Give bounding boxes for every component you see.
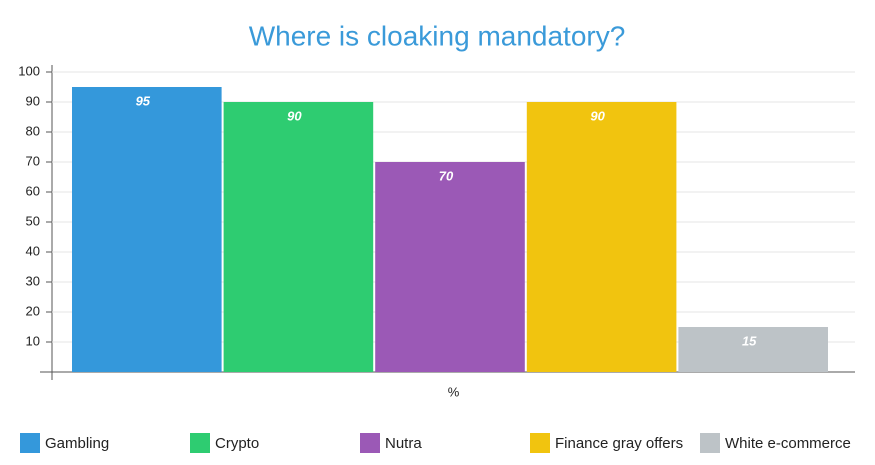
- legend-label: Gambling: [45, 435, 109, 452]
- legend-label: Nutra: [385, 435, 422, 452]
- y-tick-label: 80: [26, 123, 40, 138]
- value-label: 15: [742, 333, 757, 348]
- y-tick-label: 60: [26, 183, 40, 198]
- legend-swatch: [700, 433, 720, 453]
- y-tick-label: 70: [26, 153, 40, 168]
- value-label: 70: [439, 168, 454, 183]
- bar: [375, 162, 525, 372]
- bar: [526, 102, 677, 372]
- y-tick-label: 10: [26, 333, 40, 348]
- y-tick-label: 30: [26, 273, 40, 288]
- y-tick-label: 90: [26, 93, 40, 108]
- x-tick-label: %: [448, 384, 460, 399]
- value-label: 95: [136, 93, 151, 108]
- bar: [678, 327, 828, 372]
- legend-label: Finance gray offers: [555, 435, 683, 452]
- chart-title: Where is cloaking mandatory?: [249, 20, 626, 51]
- legend-swatch: [190, 433, 210, 453]
- y-tick-label: 50: [26, 213, 40, 228]
- legend-swatch: [360, 433, 380, 453]
- y-tick-label: 40: [26, 243, 40, 258]
- legend-label: White e-commerce: [725, 435, 851, 452]
- legend-swatch: [20, 433, 40, 453]
- legend-label: Crypto: [215, 435, 259, 452]
- y-tick-label: 100: [18, 63, 40, 78]
- value-label: 90: [590, 108, 605, 123]
- value-label: 90: [287, 108, 302, 123]
- y-tick-label: 20: [26, 303, 40, 318]
- bar: [223, 102, 374, 372]
- legend-swatch: [530, 433, 550, 453]
- bar: [72, 87, 222, 372]
